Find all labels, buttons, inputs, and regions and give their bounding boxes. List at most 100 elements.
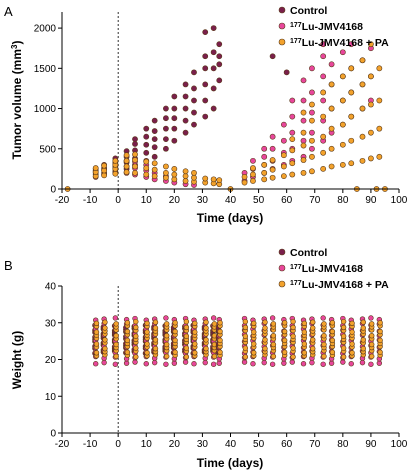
data-point-lu	[309, 109, 315, 116]
data-point-lu_pa	[360, 319, 366, 325]
x-tick-label: 100	[391, 195, 408, 206]
y-axis-title-a: Tumor volume (mm3)	[10, 41, 25, 160]
y-tick-label: 1500	[34, 64, 57, 75]
x-tick-label: 60	[281, 195, 293, 206]
data-point-lu_pa	[171, 165, 178, 172]
data-point-lu_pa	[192, 341, 198, 347]
x-tick-label: 70	[309, 195, 321, 206]
data-point-lu	[132, 359, 138, 365]
x-tick-label: 30	[197, 439, 209, 450]
data-point-control	[191, 109, 197, 116]
data-point-lu_pa	[93, 350, 100, 356]
data-point-lu_pa	[289, 136, 296, 143]
data-point-lu_pa	[123, 169, 130, 176]
data-point-control	[210, 85, 217, 92]
data-point-lu_pa	[340, 345, 347, 351]
data-point-lu_pa	[123, 163, 130, 170]
x-tick-label: 90	[365, 195, 377, 206]
x-tick-label: 40	[225, 195, 237, 206]
data-point-lu_pa	[123, 157, 130, 164]
data-point-lu_pa	[281, 320, 288, 326]
data-point-lu_pa	[349, 329, 355, 335]
data-point-lu_pa	[359, 57, 366, 64]
data-point-lu_pa	[368, 155, 374, 162]
y-axis-title-b: Weight (g)	[10, 331, 24, 389]
data-point-lu_pa	[301, 350, 308, 356]
data-point-lu_pa	[377, 328, 383, 335]
data-point-lu_pa	[251, 350, 257, 356]
data-point-control	[151, 144, 158, 151]
data-point-lu	[210, 361, 217, 367]
data-point-lu	[112, 315, 119, 321]
data-point-lu_pa	[339, 73, 346, 80]
data-point-lu	[309, 129, 315, 136]
data-point-lu_pa	[321, 321, 327, 327]
data-point-lu	[309, 65, 315, 72]
data-point-lu_pa	[164, 353, 170, 360]
x-tick-label: 20	[169, 439, 181, 450]
data-point-lu_pa	[309, 117, 315, 124]
plot-b	[92, 286, 383, 433]
data-point-lu_pa	[359, 105, 366, 112]
data-point-lu	[289, 129, 296, 136]
data-point-lu_pa	[301, 320, 308, 327]
data-point-lu_pa	[280, 173, 287, 180]
x-tick-label: 100	[391, 439, 408, 450]
data-point-lu_pa	[368, 73, 374, 80]
data-point-lu	[269, 361, 276, 367]
data-point-lu_pa	[216, 177, 223, 184]
data-point-control	[283, 69, 290, 76]
data-point-lu	[250, 361, 256, 367]
data-point-lu_pa	[133, 318, 139, 325]
data-point-control	[210, 65, 217, 72]
y-tick-label: 10	[45, 392, 57, 403]
data-point-lu_pa	[192, 350, 198, 356]
data-point-lu_pa	[328, 105, 335, 112]
legend-label-control: Control	[290, 5, 327, 17]
data-point-lu_pa	[144, 350, 150, 356]
x-tick-label: 50	[253, 195, 265, 206]
data-point-lu_pa	[92, 165, 99, 171]
data-point-lu_pa	[124, 320, 131, 326]
data-point-lu	[123, 360, 130, 366]
x-tick-label: -10	[83, 439, 98, 450]
legend-marker-lu_pa	[278, 38, 286, 46]
data-point-lu_pa	[172, 328, 178, 335]
legend-marker-control	[278, 6, 286, 14]
data-point-lu	[340, 359, 346, 365]
legend-marker-control	[278, 248, 286, 256]
data-point-lu_pa	[300, 129, 307, 136]
data-point-lu_pa	[300, 157, 307, 163]
data-point-lu_pa	[262, 345, 268, 352]
x-tick-label: -10	[83, 195, 98, 206]
data-point-control	[163, 115, 169, 122]
legend-a: Control 177Lu-JMV4168 177Lu-JMV4168 + PA	[278, 5, 389, 49]
x-axis-title-b: Time (days)	[197, 456, 263, 470]
data-point-control	[143, 149, 150, 156]
data-point-lu_pa	[348, 65, 355, 72]
data-point-control	[151, 117, 158, 124]
y-tick-label: 30	[45, 318, 57, 329]
data-point-lu	[368, 361, 374, 367]
x-tick-label: 90	[365, 439, 377, 450]
x-tick-label: 60	[281, 439, 293, 450]
legend-label-lu_pa: 177Lu-JMV4168 + PA	[290, 37, 389, 49]
x-tick-label: 10	[141, 195, 153, 206]
data-point-lu	[309, 359, 315, 366]
data-point-lu	[182, 359, 189, 365]
data-point-lu_pa	[301, 341, 308, 347]
legend-label-lu_pa: 177Lu-JMV4168 + PA	[290, 279, 389, 291]
data-point-lu_pa	[124, 328, 131, 335]
data-point-lu_pa	[290, 324, 296, 331]
data-point-control	[143, 133, 150, 140]
data-point-lu	[269, 315, 276, 321]
data-point-lu_pa	[376, 97, 383, 104]
data-point-control	[216, 41, 223, 48]
data-point-lu_pa	[300, 142, 307, 149]
data-point-lu_pa	[113, 333, 119, 339]
data-point-control	[171, 137, 178, 144]
data-point-lu	[309, 145, 315, 152]
data-point-lu_pa	[102, 337, 108, 343]
data-point-lu	[320, 97, 327, 104]
data-point-lu_pa	[340, 324, 347, 331]
